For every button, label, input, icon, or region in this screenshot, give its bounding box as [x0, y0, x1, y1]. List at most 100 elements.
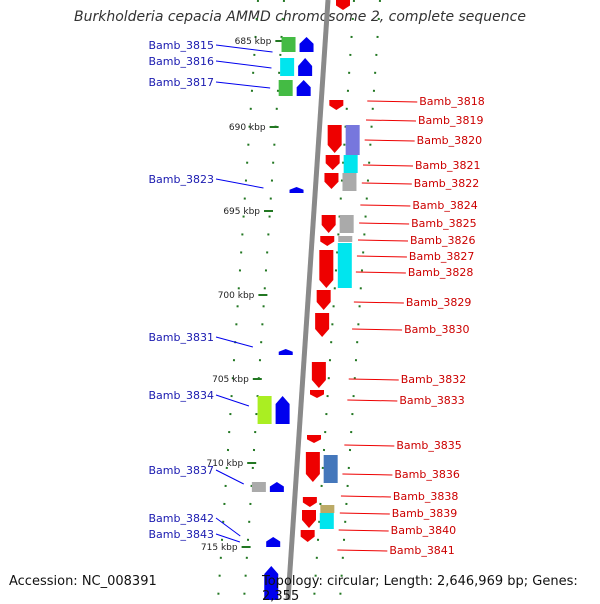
- leader-line-Bamb_3841: [337, 549, 388, 552]
- reverse-gene-Bamb_3816: [336, 0, 350, 10]
- forward-cog-box: [251, 482, 266, 492]
- gene-label-Bamb_3836: Bamb_3836: [394, 468, 459, 481]
- leader-line-Bamb_3817: [215, 81, 271, 89]
- leader-line-Bamb_3832: [348, 378, 399, 381]
- outer-right-ring: [339, 0, 381, 600]
- gene-label-Bamb_3837: Bamb_3837: [149, 464, 214, 477]
- reverse-gene-Bamb_3835: [307, 435, 321, 443]
- forward-gene-Bamb_3834: [275, 396, 290, 424]
- gene-label-Bamb_3828: Bamb_3828: [408, 266, 473, 279]
- gene-label-Bamb_3842: Bamb_3842: [149, 512, 214, 525]
- gene-label-Bamb_3833: Bamb_3833: [399, 394, 464, 407]
- reverse-gene-Bamb_3822: [324, 173, 339, 189]
- gene-label-Bamb_3825: Bamb_3825: [411, 217, 476, 230]
- map-title: Burkholderia cepacia AMMD chromosome 2, …: [74, 9, 526, 25]
- leader-line-Bamb_3838: [340, 495, 391, 498]
- forward-gene-Bamb_3816: [298, 58, 313, 76]
- gene-label-Bamb_3839: Bamb_3839: [392, 507, 457, 520]
- leader-line-Bamb_3828: [355, 271, 406, 274]
- forward-cog-box: [257, 396, 272, 424]
- leader-line-Bamb_3820: [364, 139, 415, 142]
- leader-line-Bamb_3839: [339, 512, 390, 515]
- forward-gene-Bamb_3842: [266, 537, 281, 547]
- reverse-gene-Bamb_3825: [321, 215, 336, 233]
- reverse-gene-Bamb_3832: [311, 362, 326, 388]
- gene-label-Bamb_3815: Bamb_3815: [149, 39, 214, 52]
- tick-label: 715 kbp: [201, 543, 238, 553]
- gene-label-Bamb_3822: Bamb_3822: [414, 177, 479, 190]
- reverse-gene-Bamb_3828: [319, 250, 334, 288]
- gene-label-Bamb_3831: Bamb_3831: [149, 331, 214, 344]
- reverse-cog-box: [343, 155, 358, 173]
- gene-label-Bamb_3838: Bamb_3838: [393, 490, 458, 503]
- reverse-gene-Bamb_3841: [300, 530, 315, 542]
- reverse-cog-box: [339, 215, 354, 233]
- leader-line-Bamb_3836: [342, 473, 393, 476]
- tick-label: 695 kbp: [223, 207, 260, 217]
- leader-line-Bamb_3833: [347, 399, 398, 402]
- gene-label-Bamb_3817: Bamb_3817: [149, 76, 214, 89]
- reverse-gene-Bamb_3840: [302, 510, 316, 528]
- gene-label-Bamb_3827: Bamb_3827: [409, 250, 474, 263]
- reverse-gene-Bamb_3820: [327, 125, 342, 153]
- forward-gene-Bamb_3817: [296, 80, 311, 96]
- gene-label-Bamb_3835: Bamb_3835: [396, 439, 461, 452]
- leader-line-Bamb_3834: [215, 394, 250, 407]
- accession-label: Accession: NC_008391: [9, 574, 157, 589]
- leader-line-Bamb_3835: [344, 444, 395, 447]
- leader-line-Bamb_3843: [215, 533, 241, 543]
- gene-label-Bamb_3832: Bamb_3832: [401, 373, 466, 386]
- reverse-cog-box: [338, 236, 353, 242]
- reverse-cog-box: [337, 243, 352, 288]
- leader-line-Bamb_3822: [361, 182, 412, 185]
- reverse-gene-Bamb_3818: [329, 100, 344, 110]
- gene-label-Bamb_3820: Bamb_3820: [417, 134, 482, 147]
- tick-label: 700 kbp: [218, 291, 255, 301]
- reverse-gene-Bamb_3821: [325, 155, 340, 170]
- leader-line-Bamb_3816: [215, 60, 272, 69]
- gene-label-Bamb_3843: Bamb_3843: [149, 528, 214, 541]
- reverse-cog-box: [320, 505, 335, 513]
- gene-label-Bamb_3834: Bamb_3834: [149, 389, 214, 402]
- forward-gene-Bamb_3831: [278, 349, 293, 355]
- forward-cog-box: [281, 37, 296, 52]
- gene-label-Bamb_3830: Bamb_3830: [404, 323, 469, 336]
- gene-label-Bamb_3841: Bamb_3841: [389, 544, 454, 557]
- leader-line-Bamb_3829: [353, 301, 404, 304]
- forward-cog-box: [278, 80, 293, 96]
- tick-label: 685 kbp: [235, 37, 272, 47]
- gene-label-Bamb_3829: Bamb_3829: [406, 296, 471, 309]
- leader-line-Bamb_3823: [215, 178, 264, 189]
- reverse-gene-Bamb_3836: [305, 452, 320, 482]
- leader-line-Bamb_3840: [338, 529, 389, 532]
- leader-line-Bamb_3842: [215, 517, 241, 537]
- reverse-cog-box: [342, 173, 357, 191]
- leader-line-Bamb_3827: [356, 255, 407, 258]
- gene-label-Bamb_3826: Bamb_3826: [410, 234, 475, 247]
- gene-label-Bamb_3816: Bamb_3816: [149, 55, 214, 68]
- leader-line-Bamb_3818: [367, 100, 418, 103]
- gene-label-Bamb_3821: Bamb_3821: [415, 159, 480, 172]
- chromosome-backbone: [285, 0, 331, 600]
- leader-line-Bamb_3830: [352, 328, 403, 331]
- leader-line-Bamb_3826: [357, 239, 409, 242]
- leader-line-Bamb_3819: [365, 119, 417, 122]
- forward-gene-Bamb_3815: [299, 37, 314, 52]
- reverse-cog-box: [319, 513, 334, 529]
- gene-label-Bamb_3819: Bamb_3819: [418, 114, 483, 127]
- reverse-cog-box: [345, 125, 360, 155]
- forward-gene-Bamb_3837: [269, 482, 284, 492]
- reverse-gene-Bamb_3838: [302, 497, 317, 507]
- leader-line-Bamb_3837: [215, 469, 244, 485]
- leader-line-Bamb_3824: [360, 204, 411, 207]
- leader-line-Bamb_3815: [215, 44, 273, 53]
- tick-label: 690 kbp: [229, 123, 266, 133]
- reverse-gene-Bamb_3826: [320, 236, 335, 246]
- gene-label-Bamb_3823: Bamb_3823: [149, 173, 214, 186]
- reverse-gene-Bamb_3833: [310, 390, 324, 398]
- reverse-gene-Bamb_3830: [315, 313, 330, 337]
- tick-label: 710 kbp: [207, 459, 244, 469]
- leader-line-Bamb_3825: [359, 222, 410, 225]
- tick-label: 705 kbp: [212, 375, 249, 385]
